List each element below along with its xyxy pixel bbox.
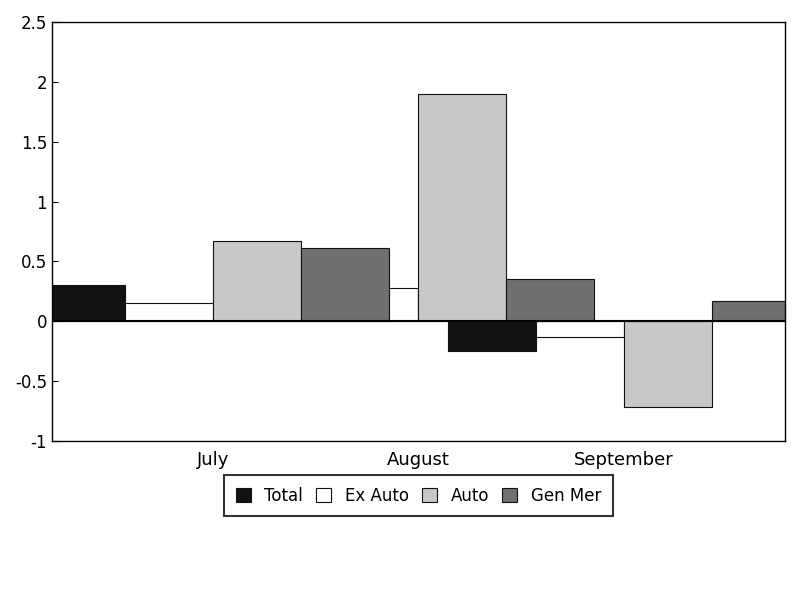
Bar	[448, 321, 536, 351]
Bar	[712, 301, 800, 321]
Bar	[624, 321, 712, 407]
Bar	[506, 280, 594, 321]
Bar	[242, 250, 330, 321]
Bar	[38, 286, 126, 321]
Bar	[418, 94, 506, 321]
Bar	[126, 303, 214, 321]
Legend: Total, Ex Auto, Auto, Gen Mer: Total, Ex Auto, Auto, Gen Mer	[224, 475, 613, 517]
Bar	[330, 288, 418, 321]
Bar	[214, 241, 302, 321]
Bar	[536, 321, 624, 337]
Bar	[302, 248, 389, 321]
